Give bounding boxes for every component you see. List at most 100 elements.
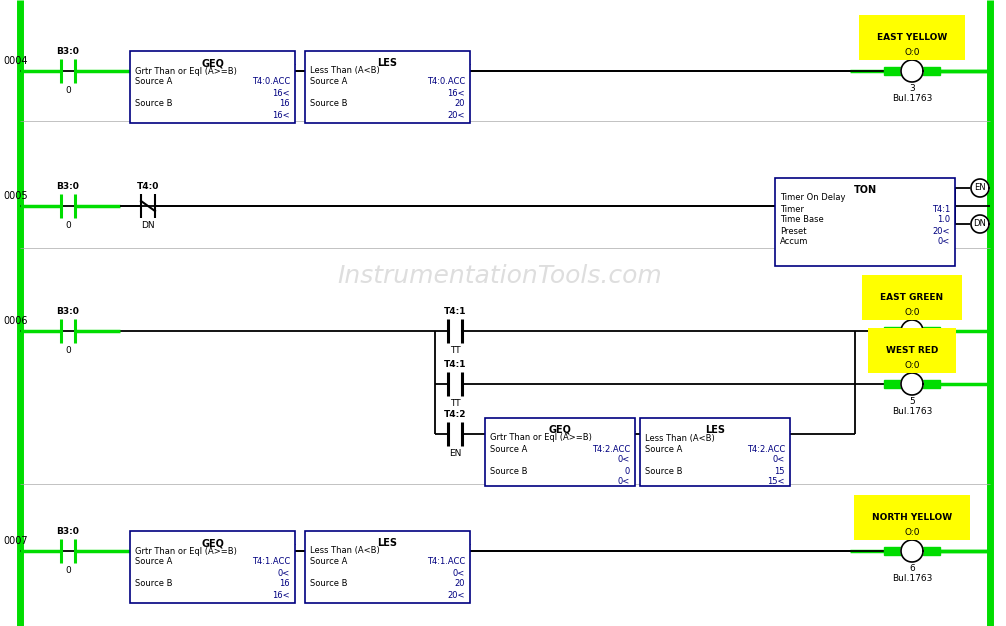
Text: Source A: Source A <box>135 558 172 567</box>
Text: Preset: Preset <box>780 227 807 235</box>
Text: T4:0: T4:0 <box>137 182 159 191</box>
Text: 0<: 0< <box>618 456 630 464</box>
Text: 16<: 16< <box>448 88 465 98</box>
Text: DN: DN <box>141 221 155 230</box>
Bar <box>923 380 940 388</box>
Text: 0006: 0006 <box>3 316 27 326</box>
FancyBboxPatch shape <box>485 418 635 486</box>
Text: InstrumentationTools.com: InstrumentationTools.com <box>338 264 662 288</box>
Text: 0<: 0< <box>278 568 290 578</box>
Text: 20<: 20< <box>933 227 950 235</box>
Text: EAST GREEN: EAST GREEN <box>880 293 944 302</box>
Text: Timer: Timer <box>780 205 804 213</box>
FancyBboxPatch shape <box>130 531 295 603</box>
Bar <box>884 380 901 388</box>
Text: O:0: O:0 <box>904 528 919 537</box>
Text: 0004: 0004 <box>3 56 27 66</box>
Text: 1.0: 1.0 <box>937 215 950 225</box>
Text: B3:0: B3:0 <box>56 307 79 316</box>
Text: B3:0: B3:0 <box>56 182 79 191</box>
Text: T4:1: T4:1 <box>932 205 950 213</box>
Text: Source A: Source A <box>135 78 172 86</box>
Text: Less Than (A<B): Less Than (A<B) <box>645 433 714 443</box>
Text: Grtr Than or Eql (A>=B): Grtr Than or Eql (A>=B) <box>135 546 236 555</box>
Text: Source B: Source B <box>310 580 347 588</box>
Text: T4:2.ACC: T4:2.ACC <box>746 444 785 453</box>
Text: Bul.1763: Bul.1763 <box>891 407 933 416</box>
Polygon shape <box>901 373 923 395</box>
Polygon shape <box>971 179 989 197</box>
Text: Less Than (A<B): Less Than (A<B) <box>310 546 379 555</box>
Text: 0: 0 <box>65 566 70 575</box>
Text: Source A: Source A <box>490 444 527 453</box>
Polygon shape <box>971 215 989 233</box>
Text: 16: 16 <box>280 100 290 108</box>
Text: T4:1: T4:1 <box>444 360 466 369</box>
Text: T4:0.ACC: T4:0.ACC <box>427 78 465 86</box>
Text: T4:0.ACC: T4:0.ACC <box>252 78 290 86</box>
FancyBboxPatch shape <box>640 418 790 486</box>
Text: Source A: Source A <box>310 78 347 86</box>
Text: 0: 0 <box>65 221 70 230</box>
Text: 20: 20 <box>455 100 465 108</box>
FancyBboxPatch shape <box>775 178 955 266</box>
Text: Source B: Source B <box>645 466 682 476</box>
Text: 20: 20 <box>455 580 465 588</box>
Text: NORTH YELLOW: NORTH YELLOW <box>872 513 952 522</box>
Text: 0<: 0< <box>938 237 950 247</box>
Text: 0007: 0007 <box>3 536 27 546</box>
FancyBboxPatch shape <box>130 51 295 123</box>
Text: Bul.1763: Bul.1763 <box>891 574 933 583</box>
Text: GEQ: GEQ <box>201 538 224 548</box>
Text: 16<: 16< <box>273 590 290 600</box>
Text: 6: 6 <box>909 564 914 573</box>
Text: O:0: O:0 <box>904 308 919 317</box>
Text: EN: EN <box>449 449 461 458</box>
Text: 0005: 0005 <box>3 191 27 201</box>
Text: DN: DN <box>974 220 987 228</box>
Text: 0: 0 <box>625 466 630 476</box>
Text: 5: 5 <box>909 397 914 406</box>
Text: Bul.1763: Bul.1763 <box>891 354 933 363</box>
Text: O:0: O:0 <box>904 48 919 57</box>
Text: Source A: Source A <box>645 444 682 453</box>
Text: 3: 3 <box>909 84 914 93</box>
Text: Source A: Source A <box>310 558 347 567</box>
Text: T4:2.ACC: T4:2.ACC <box>592 444 630 453</box>
Text: GEQ: GEQ <box>201 58 224 68</box>
Text: 0<: 0< <box>773 456 785 464</box>
Text: B3:0: B3:0 <box>56 47 79 56</box>
Text: T4:1.ACC: T4:1.ACC <box>252 558 290 567</box>
Text: Grtr Than or Eql (A>=B): Grtr Than or Eql (A>=B) <box>490 433 592 443</box>
Text: Bul.1763: Bul.1763 <box>891 94 933 103</box>
FancyBboxPatch shape <box>305 531 470 603</box>
Text: Source B: Source B <box>135 580 172 588</box>
Text: 0<: 0< <box>618 478 630 486</box>
Text: TT: TT <box>450 399 461 408</box>
Text: LES: LES <box>705 425 725 435</box>
Text: 20<: 20< <box>448 590 465 600</box>
Text: 0<: 0< <box>453 568 465 578</box>
Text: Grtr Than or Eql (A>=B): Grtr Than or Eql (A>=B) <box>135 66 236 76</box>
Text: 15: 15 <box>775 466 785 476</box>
Bar <box>884 327 901 335</box>
Text: T4:2: T4:2 <box>444 410 466 419</box>
Polygon shape <box>901 320 923 342</box>
Bar <box>923 327 940 335</box>
Text: Accum: Accum <box>780 237 809 247</box>
Text: Timer On Delay: Timer On Delay <box>780 193 845 202</box>
Text: 4: 4 <box>909 344 914 353</box>
FancyBboxPatch shape <box>305 51 470 123</box>
Text: Source B: Source B <box>310 100 347 108</box>
Text: 0: 0 <box>65 86 70 95</box>
Text: LES: LES <box>377 58 397 68</box>
Text: WEST RED: WEST RED <box>886 346 939 355</box>
Polygon shape <box>901 540 923 562</box>
Text: 20<: 20< <box>448 111 465 120</box>
Text: TON: TON <box>853 185 876 195</box>
Text: EAST YELLOW: EAST YELLOW <box>877 33 947 42</box>
Bar <box>923 547 940 555</box>
Bar <box>884 547 901 555</box>
Text: T4:1: T4:1 <box>444 307 466 316</box>
Text: 0: 0 <box>65 346 70 355</box>
